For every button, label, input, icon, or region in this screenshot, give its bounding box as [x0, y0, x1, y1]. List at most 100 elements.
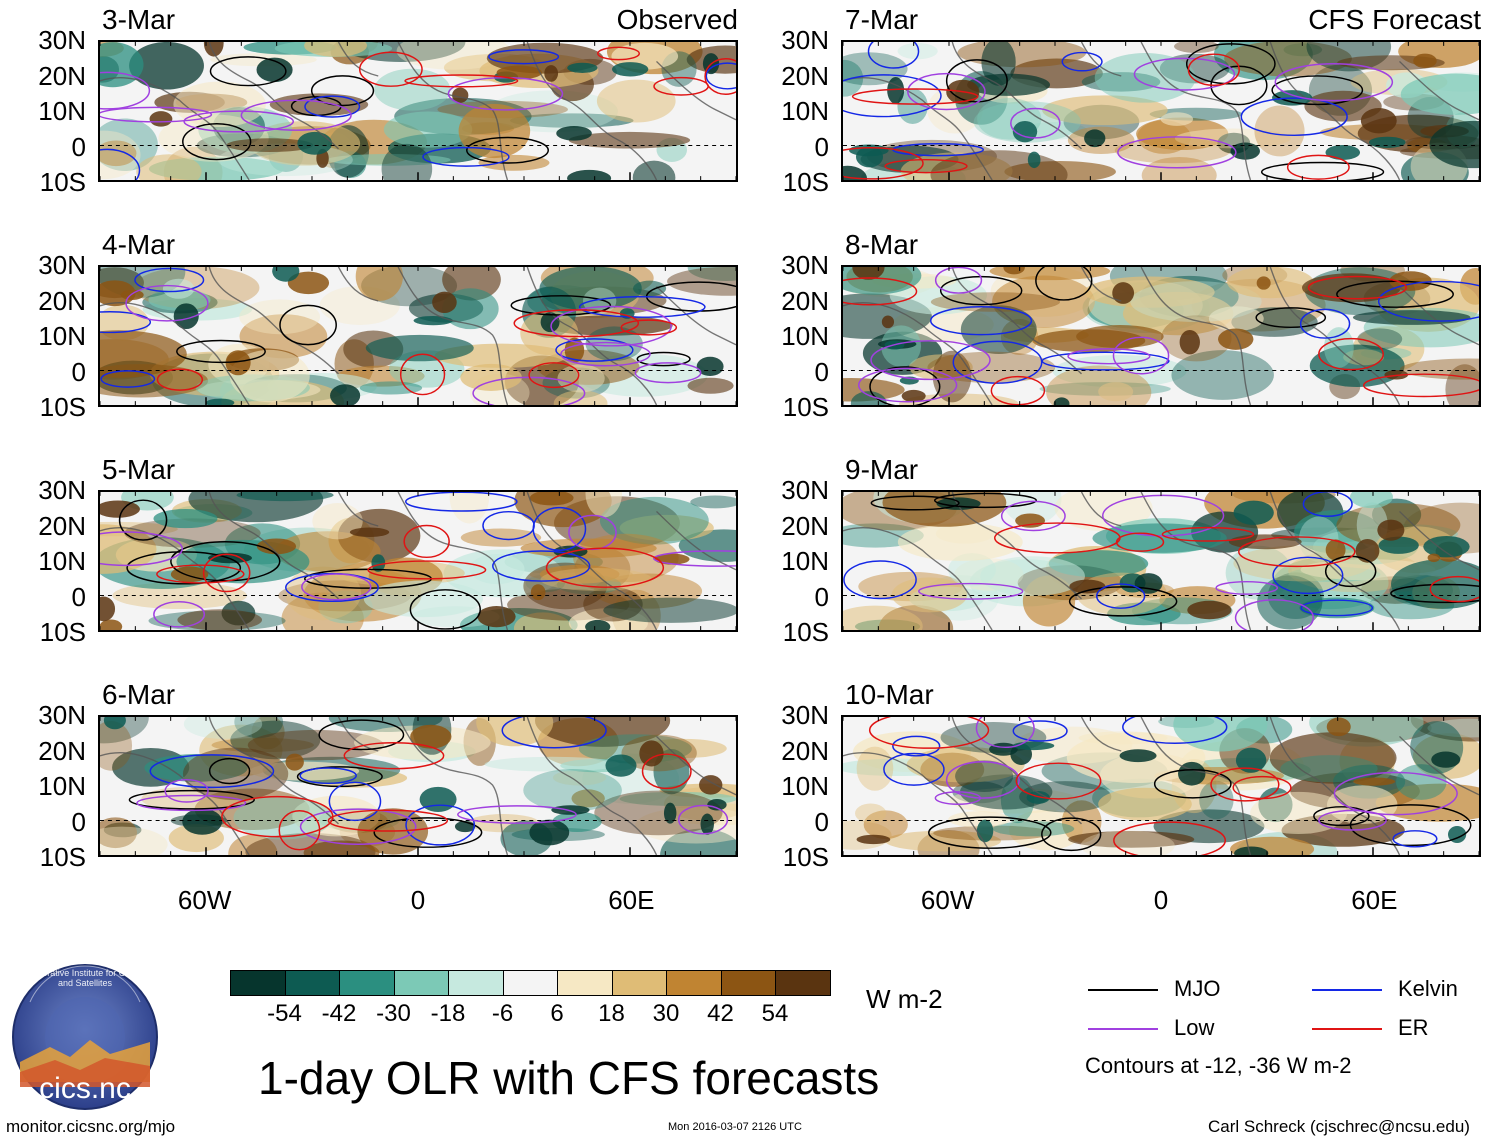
olr-anomaly-blob	[1042, 95, 1168, 126]
colorbar-label: 6	[550, 1000, 564, 1027]
er-contour	[528, 362, 580, 389]
olr-anomaly-blob	[510, 113, 634, 128]
coastline	[951, 492, 1082, 600]
y-tick-label: 10N	[38, 546, 86, 576]
olr-anomaly-core	[700, 813, 714, 835]
panel-date: 9-Mar	[845, 454, 919, 485]
olr-anomaly-blob	[1099, 752, 1201, 799]
er-contour	[868, 717, 990, 749]
coastline	[397, 42, 509, 180]
low-contour	[299, 808, 417, 845]
er-contour	[843, 277, 918, 306]
footer-url: monitor.cicsnc.org/mjo	[6, 1117, 176, 1136]
olr-anomaly-blob	[460, 528, 542, 547]
observed-label: Observed	[616, 4, 738, 35]
mjo-contour	[869, 366, 941, 405]
low-contour	[975, 717, 1035, 749]
olr-anomaly-blob	[153, 509, 218, 529]
x-tick-label: 60E	[1351, 885, 1398, 915]
olr-anomaly-blob	[1309, 344, 1405, 388]
mjo-contour	[279, 304, 337, 346]
er-legend-label: ER	[1398, 1015, 1429, 1040]
low-contour	[301, 573, 372, 601]
olr-anomaly-blob	[100, 140, 137, 167]
coastline	[526, 267, 658, 405]
mjo-contour	[118, 499, 168, 541]
olr-anomaly-blob	[594, 790, 723, 836]
olr-field	[100, 42, 736, 180]
olr-anomaly-core	[1027, 151, 1041, 169]
olr-map-8-mar	[841, 265, 1481, 407]
logo-text: cics.nc	[39, 1072, 131, 1105]
low-contour	[918, 582, 1024, 600]
olr-anomaly-core	[1413, 53, 1437, 69]
colorbar-swatch	[393, 970, 449, 996]
low-contour	[1133, 57, 1236, 91]
colorbar-swatch	[230, 970, 286, 996]
olr-anomaly-blob	[596, 79, 676, 123]
er-contour	[404, 74, 519, 88]
olr-anomaly-core	[203, 42, 224, 57]
olr-anomaly-blob	[100, 720, 133, 771]
olr-anomaly-blob	[585, 492, 622, 518]
mjo-contour	[1068, 586, 1178, 617]
olr-anomaly-blob	[687, 377, 734, 394]
mjo-contour	[1336, 280, 1454, 308]
olr-anomaly-blob	[458, 103, 531, 159]
olr-anomaly-blob	[891, 577, 968, 613]
panel-date: 10-Mar	[845, 679, 934, 710]
olr-anomaly-blob	[927, 351, 1056, 384]
kelvin-contour	[1377, 280, 1479, 322]
olr-anomaly-core	[1179, 329, 1200, 355]
olr-anomaly-blob	[571, 789, 605, 808]
olr-anomaly-core	[149, 111, 173, 127]
olr-anomaly-blob	[144, 754, 248, 782]
olr-anomaly-core	[707, 799, 727, 811]
y-tick-label: 10S	[39, 167, 86, 197]
olr-anomaly-core	[1084, 129, 1106, 148]
olr-anomaly-blob	[1199, 780, 1234, 820]
olr-anomaly-core	[452, 87, 469, 103]
low-contour	[183, 110, 295, 133]
olr-anomaly-core	[272, 267, 300, 282]
colorbar-swatch	[775, 970, 831, 996]
coastline	[397, 492, 509, 630]
mjo-contour	[209, 56, 287, 87]
coastline	[100, 302, 250, 405]
er-contour	[156, 564, 245, 584]
kelvin-contour	[422, 146, 510, 167]
mjo-contour	[208, 757, 251, 785]
olr-anomaly-core	[1326, 717, 1351, 737]
low-contour	[568, 514, 617, 551]
olr-anomaly-blob	[690, 495, 736, 509]
olr-anomaly-blob	[449, 492, 490, 524]
colorbar-label: -42	[321, 1000, 357, 1027]
olr-anomaly-blob	[210, 53, 317, 67]
olr-anomaly-blob	[1080, 830, 1175, 855]
olr-anomaly-core	[1234, 846, 1269, 855]
colorbar-swatch	[448, 970, 504, 996]
coastline	[100, 77, 250, 180]
mjo-contour	[1185, 43, 1276, 85]
kelvin-contour	[1302, 492, 1353, 517]
mjo-contour	[1313, 806, 1370, 827]
olr-anomaly-blob	[960, 305, 1037, 355]
mjo-contour	[318, 719, 405, 751]
low-contour	[1318, 809, 1387, 831]
olr-anomaly-core	[605, 754, 637, 777]
coastline	[208, 267, 339, 375]
kelvin-contour	[100, 148, 141, 180]
olr-anomaly-blob	[523, 768, 622, 812]
er-contour	[513, 309, 640, 338]
coastline	[656, 735, 736, 796]
olr-anomaly-core	[1119, 749, 1157, 763]
mjo-contour	[928, 816, 1052, 849]
olr-anomaly-blob	[653, 749, 690, 795]
olr-anomaly-blob	[843, 605, 923, 630]
er-contour	[1187, 53, 1240, 87]
y-tick-label: 30N	[781, 25, 829, 55]
y-tick-label: 10S	[782, 617, 829, 647]
er-contour	[403, 524, 450, 559]
olr-anomaly-blob	[1021, 121, 1088, 140]
er-contour	[1161, 526, 1255, 542]
